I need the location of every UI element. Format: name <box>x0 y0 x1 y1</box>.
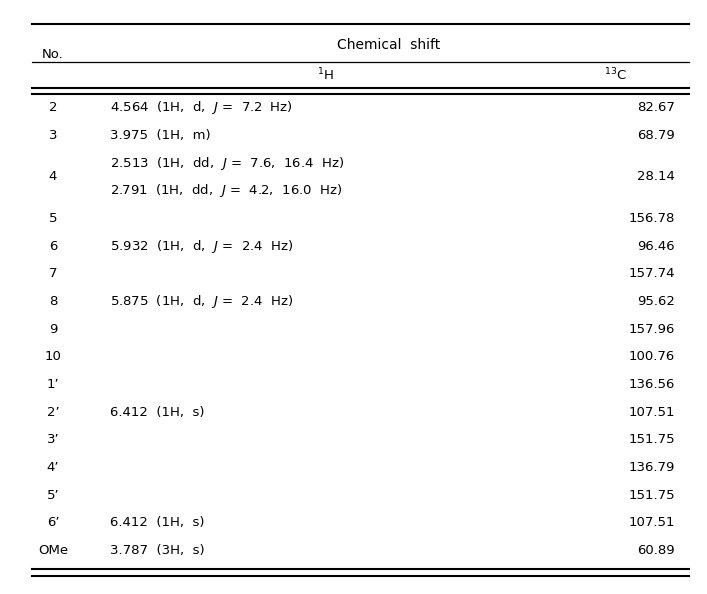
Text: 8: 8 <box>49 295 57 308</box>
Text: 2’: 2’ <box>47 406 59 419</box>
Text: 6’: 6’ <box>47 516 59 529</box>
Text: Chemical  shift: Chemical shift <box>337 37 440 52</box>
Text: 6.412  (1H,  s): 6.412 (1H, s) <box>110 406 204 419</box>
Text: 82.67: 82.67 <box>637 101 675 114</box>
Text: 7: 7 <box>49 267 57 280</box>
Text: 4’: 4’ <box>47 461 59 474</box>
Text: 3.787  (3H,  s): 3.787 (3H, s) <box>110 544 204 557</box>
Text: 6.412  (1H,  s): 6.412 (1H, s) <box>110 516 204 529</box>
Text: 4.564  (1H,  d,  $\mathit{J}$ =  7.2  Hz): 4.564 (1H, d, $\mathit{J}$ = 7.2 Hz) <box>110 99 293 116</box>
Text: 5.932  (1H,  d,  $\mathit{J}$ =  2.4  Hz): 5.932 (1H, d, $\mathit{J}$ = 2.4 Hz) <box>110 238 293 255</box>
Text: 157.96: 157.96 <box>629 323 675 336</box>
Text: 136.56: 136.56 <box>629 378 675 391</box>
Text: 3’: 3’ <box>47 433 59 446</box>
Text: 6: 6 <box>49 239 57 252</box>
Text: 107.51: 107.51 <box>629 406 675 419</box>
Text: 3: 3 <box>49 129 57 142</box>
Text: 107.51: 107.51 <box>629 516 675 529</box>
Text: 96.46: 96.46 <box>638 239 675 252</box>
Text: 2.791  (1H,  dd,  $\mathit{J}$ =  4.2,  16.0  Hz): 2.791 (1H, dd, $\mathit{J}$ = 4.2, 16.0 … <box>110 182 342 199</box>
Text: No.: No. <box>42 49 64 61</box>
Text: 3.975  (1H,  m): 3.975 (1H, m) <box>110 129 210 142</box>
Text: 100.76: 100.76 <box>629 350 675 364</box>
Text: 60.89: 60.89 <box>638 544 675 557</box>
Text: 156.78: 156.78 <box>629 212 675 225</box>
Text: $^{1}$H: $^{1}$H <box>317 67 334 84</box>
Text: 68.79: 68.79 <box>638 129 675 142</box>
Text: 10: 10 <box>45 350 62 364</box>
Text: 1’: 1’ <box>47 378 59 391</box>
Text: 2: 2 <box>49 101 57 114</box>
Text: 151.75: 151.75 <box>629 489 675 501</box>
Text: 151.75: 151.75 <box>629 433 675 446</box>
Text: 4: 4 <box>49 170 57 184</box>
Text: 157.74: 157.74 <box>629 267 675 280</box>
Text: 5: 5 <box>49 212 57 225</box>
Text: 28.14: 28.14 <box>637 170 675 184</box>
Text: 5.875  (1H,  d,  $\mathit{J}$ =  2.4  Hz): 5.875 (1H, d, $\mathit{J}$ = 2.4 Hz) <box>110 293 293 310</box>
Text: 95.62: 95.62 <box>637 295 675 308</box>
Text: $^{13}$C: $^{13}$C <box>604 67 626 84</box>
Text: 2.513  (1H,  dd,  $\mathit{J}$ =  7.6,  16.4  Hz): 2.513 (1H, dd, $\mathit{J}$ = 7.6, 16.4 … <box>110 154 344 172</box>
Text: OMe: OMe <box>38 544 68 557</box>
Text: 5’: 5’ <box>47 489 59 501</box>
Text: 136.79: 136.79 <box>629 461 675 474</box>
Text: 9: 9 <box>49 323 57 336</box>
